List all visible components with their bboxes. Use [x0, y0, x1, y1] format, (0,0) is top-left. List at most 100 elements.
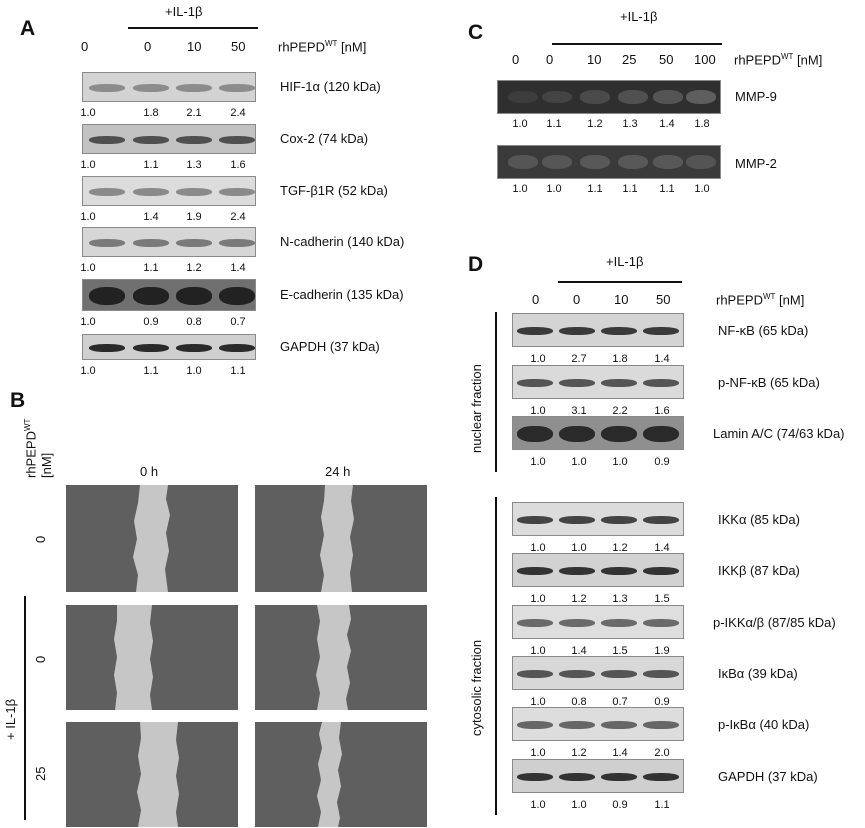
scratch-image-il1b-25nM-24h	[255, 722, 427, 827]
wound-gap-shape	[114, 605, 153, 710]
panel-d-value: 1.2	[612, 542, 628, 554]
panel-d-value: 1.0	[612, 456, 628, 468]
panel-d-value: 0.9	[654, 456, 670, 468]
scratch-image-0nM-24h	[255, 485, 427, 592]
panel-d-value: 2.2	[612, 405, 628, 417]
band	[559, 773, 595, 781]
panel-d-value: 1.2	[571, 593, 587, 605]
panel-a-letter: A	[20, 17, 36, 40]
band	[580, 155, 610, 169]
panel-a-value: 1.0	[80, 365, 96, 377]
band	[517, 773, 553, 781]
band	[89, 344, 125, 352]
panel-a-dose-0: 0	[81, 39, 89, 54]
band	[219, 84, 255, 92]
panel-d-value: 1.8	[612, 353, 628, 365]
wound-gap-shape	[317, 722, 342, 827]
panel-a-value: 1.0	[80, 316, 96, 328]
blot-ikk-85-kda	[512, 502, 684, 536]
panel-d-label-nf-b-65-kda: NF-κB (65 kDa)	[718, 323, 809, 338]
panel-a-treatment-label: +IL-1β	[165, 4, 203, 19]
band	[601, 379, 637, 387]
cytosolic-fraction-label: cytosolic fraction	[469, 639, 484, 736]
panel-a-dose-1: 0	[144, 39, 152, 54]
wound-gap-shape	[320, 485, 354, 592]
band	[517, 721, 553, 729]
band	[133, 239, 169, 247]
panel-a-value: 1.1	[230, 365, 246, 377]
band	[601, 721, 637, 729]
band	[133, 287, 169, 305]
band	[89, 84, 125, 92]
band	[643, 426, 679, 442]
band	[89, 287, 125, 305]
panel-c-dose-4: 50	[659, 52, 674, 67]
band	[176, 136, 212, 144]
band	[219, 188, 255, 196]
blot-hif-1-120-kda	[82, 72, 256, 102]
panel-a-value: 1.0	[80, 262, 96, 274]
band	[643, 773, 679, 781]
panel-a-value: 1.8	[143, 107, 159, 119]
panel-d-value: 1.0	[530, 593, 546, 605]
band	[559, 379, 595, 387]
band	[643, 327, 679, 335]
panel-b-row3-dose: 25	[33, 766, 48, 781]
panel-c-value: 1.1	[659, 183, 675, 195]
band	[508, 91, 538, 103]
band	[176, 344, 212, 352]
scratch-image-il1b-0nM-0h	[66, 605, 238, 710]
panel-d-value: 1.0	[530, 747, 546, 759]
panel-c-dose-label: rhPEPDWT [nM]	[734, 52, 823, 68]
band	[517, 619, 553, 627]
scratch-image-il1b-25nM-0h	[66, 722, 238, 827]
panel-a-value: 0.7	[230, 316, 246, 328]
band	[643, 379, 679, 387]
blot-e-cadherin-135-kda	[82, 279, 256, 311]
band	[601, 619, 637, 627]
panel-d-value: 1.0	[530, 456, 546, 468]
panel-a-value: 1.1	[143, 159, 159, 171]
zymogram-mmp-9	[497, 80, 721, 114]
panel-a-value: 2.1	[186, 107, 202, 119]
panel-d-dose-0: 0	[532, 292, 540, 307]
band	[517, 516, 553, 524]
panel-d-value: 1.0	[530, 696, 546, 708]
blot-lamin-a-c-74-63-kda	[512, 416, 684, 450]
panel-d-label-p-ikk-87-85-kda: p-IKKα/β (87/85 kDa)	[713, 615, 836, 630]
panel-b-row1-dose: 0	[33, 535, 48, 543]
blot-p-ikk-87-85-kda	[512, 605, 684, 639]
panel-c-value: 1.2	[587, 118, 603, 130]
panel-c-dose-sup: WT	[780, 52, 794, 61]
panel-d-value: 1.0	[571, 456, 587, 468]
panel-a-value: 1.1	[143, 365, 159, 377]
band	[89, 188, 125, 196]
band	[517, 567, 553, 575]
band	[176, 239, 212, 247]
panel-d-value: 0.7	[612, 696, 628, 708]
panel-a-value: 1.4	[143, 211, 159, 223]
panel-c-value: 1.0	[546, 183, 562, 195]
band	[653, 90, 683, 104]
band	[219, 239, 255, 247]
panel-d-value: 1.5	[612, 645, 628, 657]
panel-d-dose-label: rhPEPDWT [nM]	[716, 292, 804, 308]
band	[517, 426, 553, 442]
panel-b-letter: B	[10, 389, 26, 412]
band	[559, 327, 595, 335]
panel-c-dose-text: rhPEPD	[734, 52, 781, 68]
panel-d-value: 1.0	[530, 405, 546, 417]
band	[559, 619, 595, 627]
panel-d-label-p-nf-b-65-kda: p-NF-κB (65 kDa)	[718, 375, 820, 390]
blot-tgf-1r-52-kda	[82, 176, 256, 206]
band	[219, 287, 255, 305]
blot-i-b-39-kda	[512, 656, 684, 690]
panel-c-value: 1.8	[694, 118, 710, 130]
panel-d-dose-text: rhPEPD	[716, 292, 763, 308]
band	[601, 773, 637, 781]
panel-d-value: 1.0	[530, 542, 546, 554]
panel-d-value: 3.1	[571, 405, 587, 417]
panel-d-value: 1.4	[654, 542, 670, 554]
panel-c-dose-unit: [nM]	[793, 52, 823, 68]
